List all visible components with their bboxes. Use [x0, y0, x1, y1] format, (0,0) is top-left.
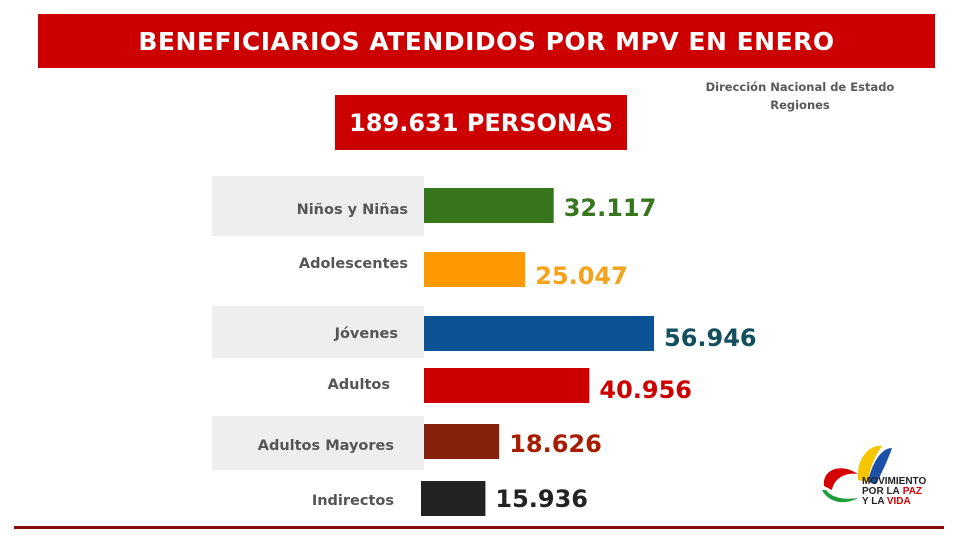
label-band-5 [212, 416, 424, 470]
logo-swoosh-yellow [857, 445, 882, 482]
bar [424, 188, 554, 223]
category-label: Jóvenes [334, 326, 398, 342]
bar [424, 252, 526, 287]
data-label: 15.936 [495, 485, 588, 513]
category-label: Adolescentes [298, 256, 408, 272]
source-note: Dirección Nacional de Estado Regiones [700, 78, 900, 114]
label-band-3 [212, 306, 424, 358]
category-label: Adultos Mayores [257, 438, 394, 454]
logo-swoosh-blue [868, 448, 892, 484]
data-label: 18.626 [509, 430, 602, 458]
chart-title: BENEFICIARIOS ATENDIDOS POR MPV EN ENERO [138, 26, 835, 56]
category-label: Indirectos [311, 493, 394, 509]
total-value: 189.631 PERSONAS [349, 108, 613, 137]
logo-swoosh-red [823, 468, 858, 490]
logo-text-line2: POR LA PAZ [862, 486, 922, 497]
source-line-1: Dirección Nacional de Estado [705, 80, 895, 94]
label-band-1 [212, 176, 424, 236]
data-label: 40.956 [599, 376, 692, 404]
data-label: 32.117 [564, 194, 657, 222]
mpv-logo: MOVIMIENTO POR LA PAZ Y LA VIDA [822, 445, 926, 507]
bar [424, 424, 500, 459]
data-label: 56.946 [664, 324, 757, 352]
bar [424, 368, 590, 403]
category-label: Adultos [327, 377, 390, 393]
logo-text-line3: Y LA VIDA [862, 496, 911, 507]
bottom-divider [14, 526, 944, 529]
title-bar: BENEFICIARIOS ATENDIDOS POR MPV EN ENERO [38, 14, 935, 68]
bar [421, 481, 486, 516]
source-line-2: Regiones [770, 98, 830, 112]
logo-text-line1: MOVIMIENTO [862, 476, 926, 487]
category-label: Niños y Niñas [296, 202, 408, 218]
bar [424, 316, 654, 351]
logo-swoosh-green [822, 490, 858, 503]
total-box: 189.631 PERSONAS [335, 95, 627, 150]
data-label: 25.047 [535, 262, 628, 290]
